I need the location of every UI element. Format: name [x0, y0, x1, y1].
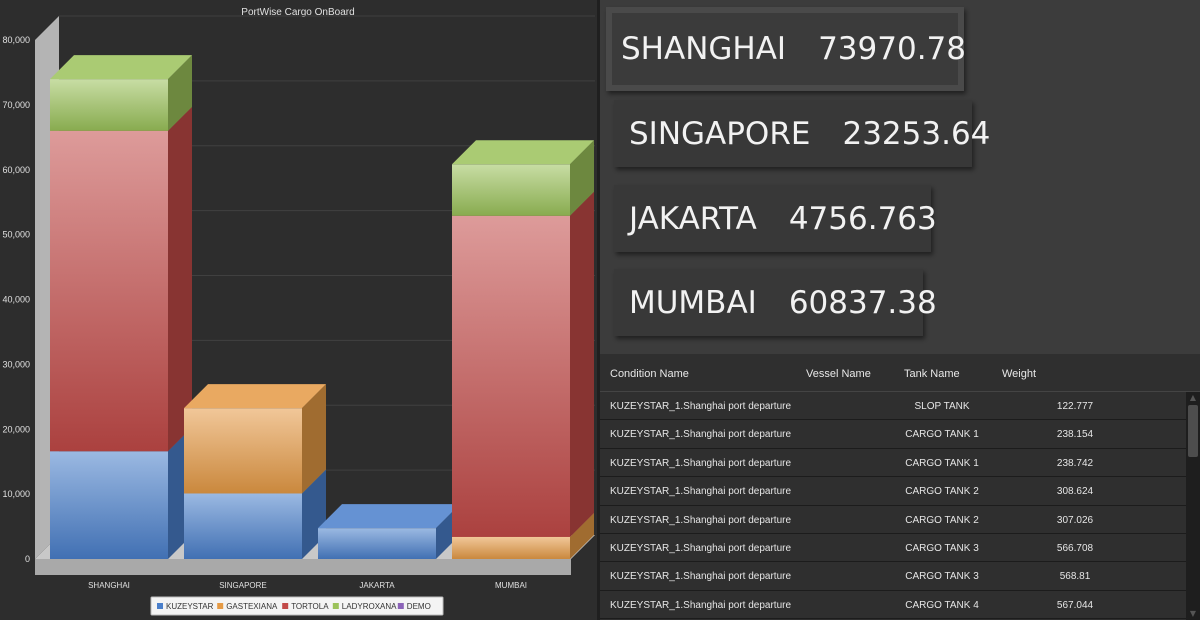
table-header: Condition Name Vessel Name Tank Name Wei…	[600, 354, 1200, 392]
cell-tank: CARGO TANK 2	[905, 486, 979, 498]
arrow-down-icon[interactable]: ▼	[1189, 609, 1197, 618]
cell-weight: 238.742	[1056, 457, 1094, 469]
cargo-bar-chart: PortWise Cargo OnBoard 0 10,000 20,000 30,0…	[2, 7, 595, 616]
cell-weight: 566.708	[1056, 542, 1094, 554]
cell-condition: KUZEYSTAR_1.Shanghai port departure	[610, 401, 792, 412]
port-tile-shanghai[interactable]: SHANGHAI 73970.78	[606, 7, 966, 91]
port-total: 60837.38	[788, 284, 937, 321]
x-axis-ticks: SHANGHAI SINGAPORE JAKARTA MUMBAI	[88, 581, 527, 590]
cell-condition: KUZEYSTAR_1.Shanghai port departure	[610, 514, 792, 526]
cell-tank: CARGO TANK 1	[905, 457, 979, 469]
port-total: 4756.763	[788, 200, 937, 237]
svg-text:GASTEXIANA: GASTEXIANA	[226, 602, 278, 611]
x-tick-label: SHANGHAI	[88, 581, 130, 590]
cell-weight: 238.154	[1056, 429, 1094, 441]
column-header-vessel[interactable]: Vessel Name	[806, 368, 871, 380]
y-tick-label: 10,000	[2, 489, 30, 499]
port-summary-panel: SHANGHAI 73970.78 SINGAPORE 23253.64 JAK…	[600, 0, 1200, 354]
cell-tank: CARGO TANK 4	[905, 599, 979, 611]
arrow-up-icon[interactable]: ▲	[1189, 393, 1197, 402]
cell-condition: KUZEYSTAR_1.Shanghai port departure	[610, 599, 792, 611]
column-header-condition[interactable]: Condition Name	[610, 368, 689, 380]
cell-tank: CARGO TANK 3	[905, 571, 979, 583]
legend-item-tortola[interactable]: TORTOLA	[282, 602, 329, 611]
scrollbar-thumb[interactable]	[1188, 405, 1198, 457]
x-tick-label: MUMBAI	[495, 581, 527, 590]
table-scrollbar[interactable]: ▲ ▼	[1186, 392, 1200, 620]
port-tile-singapore[interactable]: SINGAPORE 23253.64	[614, 100, 990, 167]
y-tick-label: 30,000	[2, 359, 30, 369]
panel-divider	[597, 0, 600, 620]
table-row[interactable]: KUZEYSTAR_1.Shanghai port departure CARGO…	[600, 562, 1186, 591]
table-row[interactable]: KUZEYSTAR_1.Shanghai port departure CARGO…	[600, 448, 1186, 478]
column-header-tank[interactable]: Tank Name	[904, 368, 960, 380]
legend-item-kuzeystar[interactable]: KUZEYSTAR	[157, 602, 214, 611]
cell-weight: 567.044	[1056, 599, 1094, 611]
y-tick-label: 20,000	[2, 424, 30, 434]
svg-text:LADYROXANA: LADYROXANA	[342, 602, 397, 611]
cell-condition: KUZEYSTAR_1.Shanghai port departure	[610, 571, 792, 583]
table-row[interactable]: KUZEYSTAR_1.Shanghai port departure CARGO…	[600, 590, 1186, 620]
cell-tank: SLOP TANK	[914, 401, 970, 412]
y-tick-label: 50,000	[2, 230, 30, 240]
cell-weight: 568.81	[1059, 571, 1091, 583]
y-tick-label: 0	[25, 554, 30, 564]
chart-legend: KUZEYSTAR GASTEXIANA TORTOLA LADYROXANA DEMO	[150, 596, 444, 616]
table-row[interactable]: KUZEYSTAR_1.Shanghai port departure CARGO…	[600, 533, 1186, 563]
legend-item-demo[interactable]: DEMO	[397, 602, 431, 611]
cell-condition: KUZEYSTAR_1.Shanghai port departure	[610, 457, 792, 469]
cell-tank: CARGO TANK 2	[905, 514, 979, 526]
cell-tank: CARGO TANK 1	[905, 429, 979, 441]
bar-segment-ladyroxana-shanghai[interactable]	[50, 55, 192, 131]
chart-bars	[50, 55, 594, 559]
x-tick-label: JAKARTA	[359, 581, 395, 590]
cell-condition: KUZEYSTAR_1.Shanghai port departure	[610, 429, 792, 441]
legend-item-gastexiana[interactable]: GASTEXIANA	[217, 602, 278, 611]
port-name: SHANGHAI	[621, 31, 787, 67]
cell-weight: 122.777	[1056, 401, 1094, 412]
port-name: MUMBAI	[629, 284, 757, 321]
cell-tank: CARGO TANK 3	[905, 542, 979, 554]
table-body: KUZEYSTAR_1.Shanghai port departure SLOP …	[600, 392, 1186, 620]
svg-text:TORTOLA: TORTOLA	[291, 602, 329, 611]
tank-weight-table: Condition Name Vessel Name Tank Name Wei…	[600, 354, 1200, 620]
column-header-weight[interactable]: Weight	[1002, 368, 1037, 380]
y-tick-label: 40,000	[2, 295, 30, 305]
chart-title: PortWise Cargo OnBoard	[241, 7, 354, 18]
cell-condition: KUZEYSTAR_1.Shanghai port departure	[610, 486, 792, 498]
table-row[interactable]: KUZEYSTAR_1.Shanghai port departure CARGO…	[600, 505, 1186, 534]
cell-weight: 307.026	[1056, 514, 1094, 526]
port-tile-mumbai[interactable]: MUMBAI 60837.38	[614, 269, 937, 336]
x-tick-label: SINGAPORE	[219, 581, 267, 590]
y-axis-ticks: 0 10,000 20,000 30,000 40,000 50,000 60,000 70,…	[2, 35, 30, 564]
cargo-chart-panel: PortWise Cargo OnBoard 0 10,000 20,000 30,0…	[0, 0, 597, 620]
port-name: SINGAPORE	[629, 115, 811, 152]
y-tick-label: 80,000	[2, 35, 30, 45]
port-total: 23253.64	[842, 115, 991, 152]
port-total: 73970.78	[818, 31, 966, 67]
bar-segment-gastexiana-singapore[interactable]	[184, 384, 326, 494]
y-tick-label: 60,000	[2, 165, 30, 175]
legend-item-ladyroxana[interactable]: LADYROXANA	[332, 602, 397, 611]
cell-weight: 308.624	[1056, 486, 1094, 498]
table-row[interactable]: KUZEYSTAR_1.Shanghai port departure CARGO…	[600, 420, 1186, 449]
cell-condition: KUZEYSTAR_1.Shanghai port departure	[610, 542, 792, 554]
svg-text:KUZEYSTAR: KUZEYSTAR	[166, 602, 214, 611]
bar-segment-ladyroxana-mumbai[interactable]	[452, 140, 594, 216]
table-row[interactable]: KUZEYSTAR_1.Shanghai port departure CARGO…	[600, 477, 1186, 506]
port-name: JAKARTA	[629, 200, 757, 237]
table-row[interactable]: KUZEYSTAR_1.Shanghai port departure SLOP …	[600, 392, 1186, 421]
bar-segment-kuzeystar-jakarta[interactable]	[318, 504, 460, 559]
y-tick-label: 70,000	[2, 100, 30, 110]
bar-segment-tortola-shanghai[interactable]	[50, 106, 192, 452]
bar-segment-tortola-mumbai[interactable]	[452, 191, 594, 537]
port-tile-jakarta[interactable]: JAKARTA 4756.763	[614, 185, 937, 252]
svg-text:DEMO: DEMO	[407, 602, 431, 611]
